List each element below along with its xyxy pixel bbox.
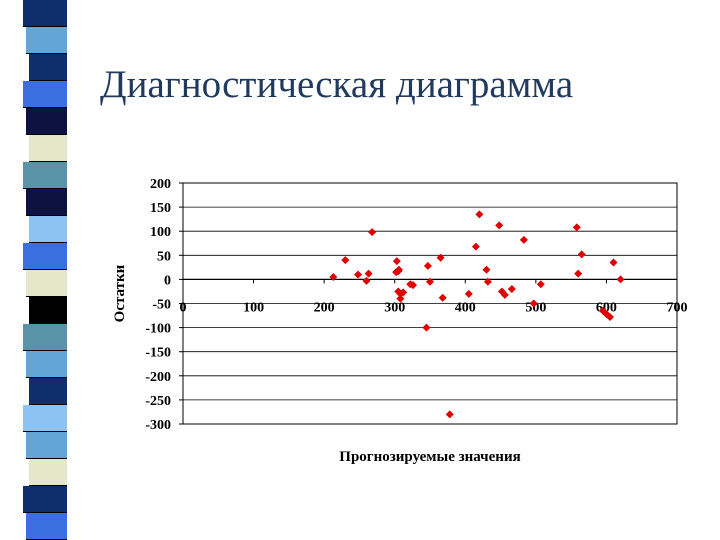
x-tick-label: 0 (180, 300, 187, 315)
y-tick-label: -150 (145, 346, 171, 361)
x-tick-label: 100 (243, 300, 264, 315)
data-point (616, 275, 625, 284)
data-point (605, 312, 614, 321)
data-point (422, 323, 431, 332)
stripe-segment (26, 351, 67, 378)
data-point (329, 272, 338, 281)
stripe-segment (23, 162, 67, 189)
stripe-segment (26, 513, 67, 540)
stripe-segment (23, 0, 67, 27)
x-tick-label: 200 (314, 300, 335, 315)
stripe-segment (23, 243, 67, 270)
data-point (507, 285, 516, 294)
stripe-segment (23, 324, 67, 351)
stripe-segment (23, 405, 67, 432)
decorative-side-stripe (23, 0, 67, 540)
y-tick-label: -300 (145, 418, 171, 433)
data-point (519, 235, 528, 244)
stripe-segment (23, 486, 67, 513)
data-point (438, 293, 447, 302)
y-tick-label: -50 (152, 298, 171, 313)
data-point (574, 269, 583, 278)
stripe-segment (29, 135, 67, 162)
data-point (436, 253, 445, 262)
data-point (464, 289, 473, 298)
stripe-segment (26, 270, 67, 297)
y-tick-label: 200 (150, 177, 171, 192)
data-point (495, 221, 504, 230)
stripe-segment (29, 54, 67, 81)
data-point (471, 242, 480, 251)
y-tick-label: -250 (145, 394, 171, 409)
data-point (341, 256, 350, 265)
page-title: Диагностическая диаграмма (100, 63, 574, 106)
x-tick-label: 700 (667, 300, 688, 315)
data-point (354, 270, 363, 279)
data-point (364, 269, 373, 278)
x-tick-label: 400 (455, 300, 476, 315)
y-tick-label: 50 (157, 249, 171, 264)
stripe-segment (26, 432, 67, 459)
y-tick-label: 0 (164, 273, 171, 288)
stripe-segment (29, 378, 67, 405)
data-points (329, 210, 625, 419)
stripe-segment (23, 81, 67, 108)
data-point (362, 276, 371, 285)
y-tick-label: 150 (150, 201, 171, 216)
y-tick-label: 100 (150, 225, 171, 240)
x-tick-labels: 0 100 200 300 400 500 600 700 (180, 279, 688, 315)
stripe-segment (29, 216, 67, 243)
data-point (609, 258, 618, 267)
data-point (482, 265, 491, 274)
data-point (396, 294, 405, 303)
data-point (368, 228, 377, 237)
data-point (426, 277, 434, 286)
data-point (445, 410, 454, 419)
y-tick-label: -100 (145, 322, 171, 337)
data-point (572, 223, 581, 232)
data-point (529, 299, 538, 308)
stripe-segment (26, 27, 67, 54)
stripe-segment (29, 297, 67, 324)
x-axis-title: Прогнозируемые значения (339, 449, 520, 465)
y-axis-title: Остатки (112, 264, 128, 322)
y-tick-labels: 200 150 100 50 0 -50 -100 -150 -200 -250 -300 (145, 177, 171, 433)
data-point (536, 280, 545, 289)
data-point (500, 290, 509, 299)
stripe-segment (29, 459, 67, 486)
data-point (394, 265, 403, 274)
stripe-segment (26, 189, 67, 216)
data-point (577, 250, 586, 259)
data-point (483, 277, 492, 286)
data-point (423, 261, 432, 270)
x-tick-label: 300 (384, 300, 405, 315)
y-tick-label: -200 (145, 370, 171, 385)
data-point (475, 210, 484, 219)
data-point (409, 281, 418, 290)
stripe-segment (26, 108, 67, 135)
plot-area-frame (182, 182, 678, 425)
data-point (392, 257, 401, 266)
data-point (399, 288, 408, 297)
